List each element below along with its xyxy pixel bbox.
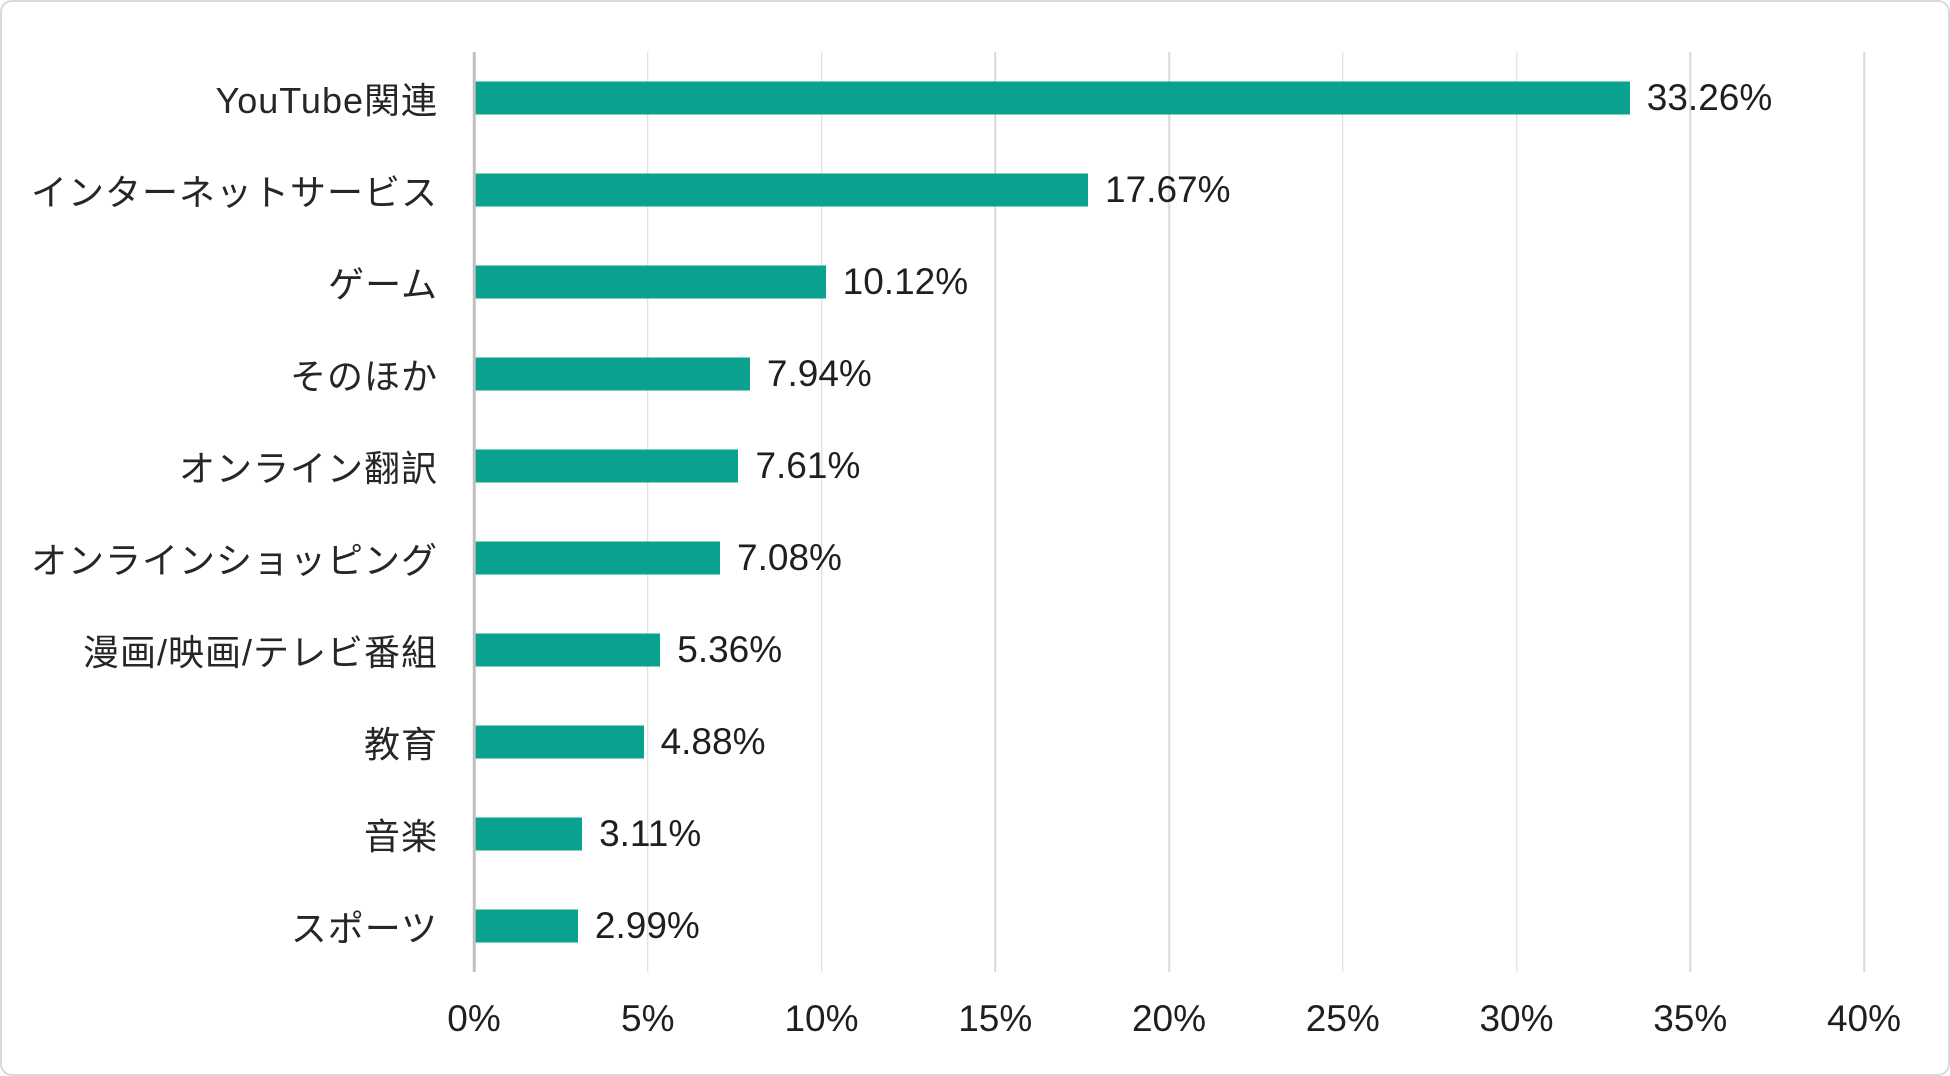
gridline — [820, 52, 823, 972]
x-tick-label: 15% — [958, 998, 1033, 1039]
gridline — [994, 52, 996, 972]
category-label: YouTube関連 — [215, 80, 438, 121]
value-label: 7.94% — [766, 353, 872, 394]
category-label: 教育 — [363, 724, 438, 765]
bar-row: インターネットサービス 17.67% — [31, 144, 1864, 236]
bar — [474, 449, 739, 483]
bar-row: オンラインショッピング 7.08% — [31, 512, 1864, 604]
bar — [474, 357, 750, 391]
value-label: 17.67% — [1105, 169, 1231, 210]
category-label: 漫画/映画/テレビ番組 — [82, 632, 438, 673]
plot-area: YouTube関連 33.26% インターネットサービス 17.67% ゲーム 10.12… — [31, 52, 1865, 972]
x-tick-label: 10% — [784, 998, 859, 1039]
value-label: 3.11% — [599, 813, 702, 854]
gridline — [1342, 52, 1344, 972]
x-axis: 0% 5% 10% 15% 20% 25% 30% 35% 40% — [447, 972, 1901, 1042]
bar-row: スポーツ 2.99% — [291, 880, 1864, 972]
bar — [474, 173, 1089, 207]
gridline — [647, 52, 649, 972]
category-label: ゲーム — [328, 264, 438, 305]
x-tick-label: 20% — [1131, 998, 1207, 1039]
x-tick-label: 25% — [1305, 998, 1380, 1039]
bar-row: YouTube関連 33.26% — [216, 52, 1864, 144]
gridline — [1863, 52, 1865, 972]
bar-row: 音楽 3.11% — [364, 788, 1864, 880]
gridline — [1515, 52, 1518, 972]
bar — [474, 81, 1630, 115]
category-label: そのほか — [289, 356, 438, 397]
value-label: 2.99% — [594, 905, 700, 946]
bar — [474, 909, 578, 943]
bar — [474, 541, 721, 575]
value-label: 33.26% — [1646, 77, 1773, 118]
value-label: 4.88% — [660, 721, 766, 762]
bar — [474, 265, 826, 299]
value-label: 10.12% — [842, 261, 969, 302]
value-label: 7.61% — [755, 445, 861, 486]
x-tick-label: 40% — [1826, 998, 1902, 1039]
category-label: スポーツ — [290, 908, 438, 949]
x-tick-label: 30% — [1479, 998, 1554, 1039]
gridline — [1689, 52, 1691, 972]
value-label: 7.08% — [737, 537, 842, 578]
bar-row: 漫画/映画/テレビ番組 5.36% — [83, 604, 1864, 696]
category-label: オンラインショッピング — [30, 540, 438, 581]
bar — [474, 633, 661, 667]
bar-row: ゲーム 10.12% — [328, 236, 1864, 328]
y-axis-line — [472, 52, 476, 972]
gridline — [1168, 52, 1170, 972]
value-label: 5.36% — [677, 629, 783, 670]
x-tick-label: 35% — [1653, 998, 1728, 1039]
x-tick-label: 0% — [447, 998, 501, 1039]
bar-row: 教育 4.88% — [364, 696, 1864, 788]
x-tick-label: 5% — [621, 998, 675, 1039]
bar-row: そのほか 7.94% — [290, 328, 1864, 420]
category-label: インターネットサービス — [30, 172, 438, 213]
bar — [474, 817, 583, 851]
category-label: オンライン翻訳 — [178, 448, 438, 489]
bar-row: オンライン翻訳 7.61% — [179, 420, 1864, 512]
category-label: 音楽 — [363, 816, 438, 857]
bar — [474, 725, 644, 759]
